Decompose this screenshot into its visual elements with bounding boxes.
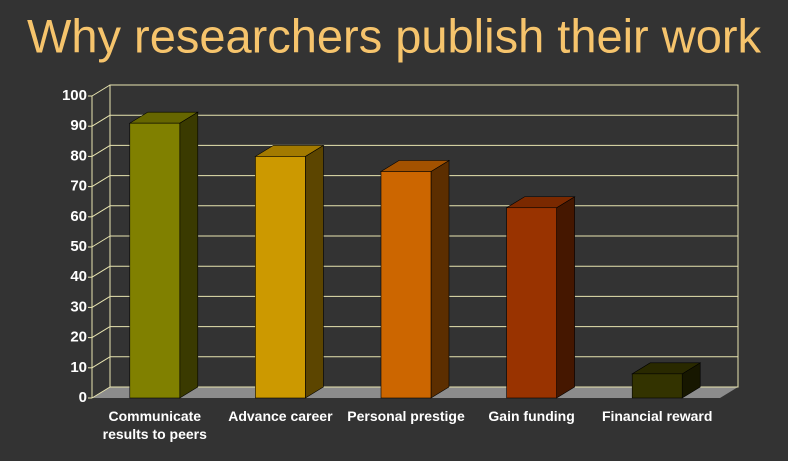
bar bbox=[255, 156, 306, 399]
y-tick-label: 30 bbox=[70, 298, 87, 315]
x-tick-label: Personal prestige bbox=[347, 408, 465, 424]
y-tick-label: 90 bbox=[70, 117, 87, 134]
x-tick-label: Financial reward bbox=[601, 408, 713, 424]
y-tick-label: 50 bbox=[70, 238, 87, 255]
side-grid-line bbox=[91, 235, 111, 248]
y-tick-label: 10 bbox=[70, 359, 87, 376]
y-tick-label: 70 bbox=[70, 178, 87, 195]
bar bbox=[506, 207, 557, 399]
bar bbox=[380, 171, 432, 399]
y-tick-label: 40 bbox=[70, 268, 87, 285]
bar-side bbox=[179, 111, 199, 399]
y-tick-label: 20 bbox=[70, 329, 87, 346]
bar-side bbox=[305, 144, 324, 399]
bar-side bbox=[556, 196, 575, 399]
side-grid-line bbox=[91, 265, 111, 278]
x-tick-label: Communicate results to peers bbox=[102, 408, 207, 442]
side-grid-line bbox=[91, 175, 111, 188]
side-grid-line bbox=[91, 295, 111, 308]
side-grid-line bbox=[91, 84, 111, 97]
bar bbox=[631, 373, 683, 399]
y-tick-label: 80 bbox=[70, 147, 87, 164]
y-tick-label: 0 bbox=[79, 389, 87, 406]
side-grid-line bbox=[91, 356, 111, 369]
bar-side bbox=[430, 159, 450, 399]
side-grid-line bbox=[91, 386, 111, 399]
side-grid-line bbox=[91, 144, 111, 157]
x-tick-label: Gain funding bbox=[488, 408, 575, 424]
side-grid-line bbox=[91, 114, 111, 127]
side-grid-line bbox=[91, 205, 111, 218]
y-tick-label: 100 bbox=[62, 87, 87, 104]
x-tick-label: Advance career bbox=[228, 408, 333, 424]
y-tick-label: 60 bbox=[70, 208, 87, 225]
side-grid-line bbox=[91, 326, 111, 339]
bar bbox=[129, 122, 181, 399]
chart-title: Why researchers publish their work bbox=[27, 9, 761, 62]
